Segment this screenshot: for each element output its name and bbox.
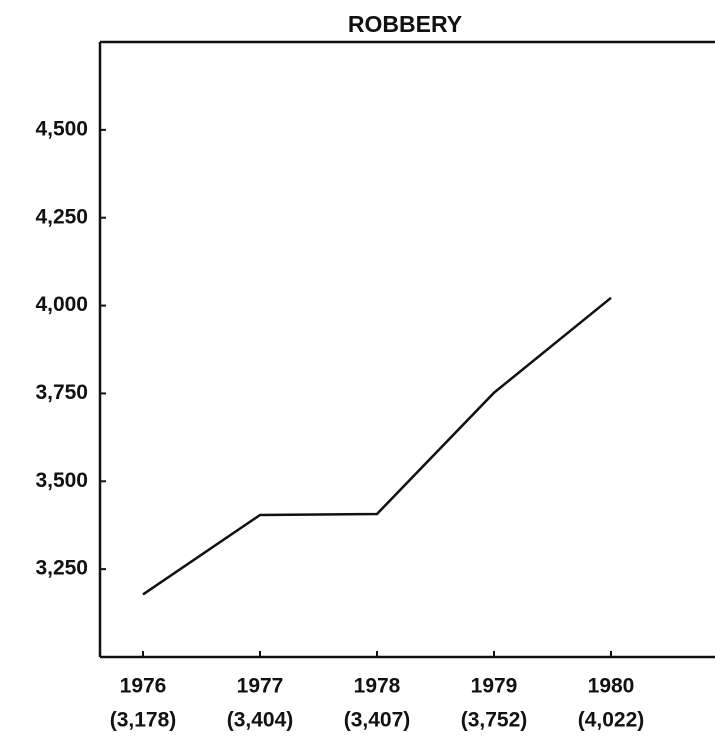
x-tick-label: 1977 (237, 675, 284, 698)
value-label: (4,022) (578, 709, 645, 732)
value-label: (3,407) (344, 709, 411, 732)
x-tick-label: 1978 (354, 675, 401, 698)
chart-title: ROBBERY (348, 11, 462, 37)
x-tick-label: 1980 (588, 675, 635, 698)
value-label: (3,404) (227, 709, 294, 732)
y-tick-label: 3,250 (35, 557, 88, 580)
value-label: (3,178) (110, 709, 177, 732)
y-tick-label: 4,250 (35, 205, 88, 228)
y-tick-label: 4,500 (35, 117, 88, 140)
x-tick-label: 1979 (471, 675, 518, 698)
value-label: (3,752) (461, 709, 528, 732)
y-tick-label: 3,750 (35, 381, 88, 404)
line (142, 296, 612, 596)
x-tick-label: 1976 (120, 675, 167, 698)
y-tick-label: 4,000 (35, 293, 88, 316)
y-tick-label: 3,500 (35, 469, 88, 492)
